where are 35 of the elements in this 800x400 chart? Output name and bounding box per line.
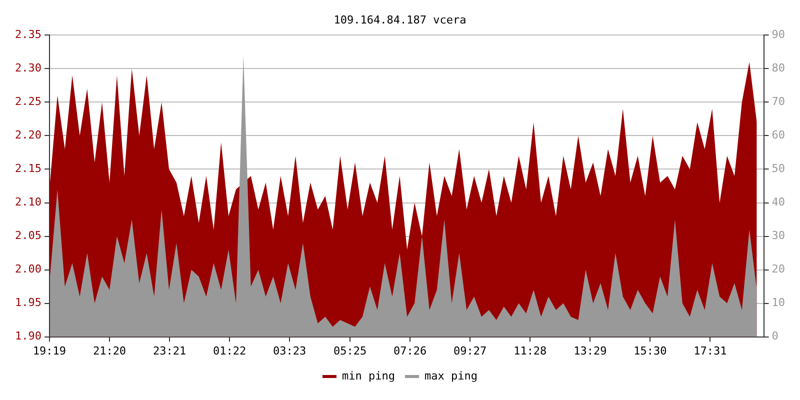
x-tick-label: 23:21 bbox=[152, 344, 186, 358]
y-tick-label: 2.35 bbox=[14, 28, 42, 42]
legend-label: max ping bbox=[424, 369, 478, 382]
y2-tick-label: 10 bbox=[772, 296, 786, 310]
y-tick-label: 1.95 bbox=[14, 296, 42, 310]
y-tick-label: 2.25 bbox=[14, 95, 42, 108]
y-tick-label: 2.00 bbox=[14, 262, 42, 276]
x-tick-label: 09:27 bbox=[454, 344, 487, 358]
x-tick-label: 01:22 bbox=[212, 344, 246, 358]
y2-tick-label: 20 bbox=[772, 262, 786, 276]
legend-label: min ping bbox=[342, 369, 396, 382]
x-tick-label: 11:28 bbox=[514, 344, 547, 358]
y-tick-label: 2.30 bbox=[14, 62, 42, 75]
y2-tick-label: 60 bbox=[772, 128, 786, 142]
x-tick-label: 07:26 bbox=[394, 344, 427, 358]
y-tick-label: 2.10 bbox=[14, 196, 42, 209]
y2-tick-label: 70 bbox=[772, 95, 786, 108]
y2-tick-label: 80 bbox=[772, 62, 786, 75]
y2-tick-label: 30 bbox=[772, 229, 786, 242]
chart-title: 109.164.84.187 vcera bbox=[334, 13, 466, 26]
y-tick-label: 1.90 bbox=[14, 330, 42, 343]
y2-tick-label: 40 bbox=[772, 196, 786, 209]
y2-tick-label: 0 bbox=[772, 330, 778, 343]
y2-tick-label: 90 bbox=[772, 28, 786, 42]
y-tick-label: 2.20 bbox=[14, 128, 42, 142]
y-tick-label: 2.15 bbox=[14, 162, 42, 176]
x-tick-label: 15:30 bbox=[634, 344, 667, 358]
x-tick-label: 05:25 bbox=[334, 344, 367, 358]
y-tick-label: 2.05 bbox=[14, 229, 42, 242]
x-tick-label: 19:19 bbox=[32, 344, 66, 358]
x-tick-label: 17:31 bbox=[694, 344, 727, 358]
x-tick-label: 13:29 bbox=[574, 344, 607, 358]
y2-tick-label: 50 bbox=[772, 162, 786, 176]
x-tick-label: 03:23 bbox=[273, 344, 306, 358]
x-tick-label: 21:20 bbox=[92, 344, 126, 358]
